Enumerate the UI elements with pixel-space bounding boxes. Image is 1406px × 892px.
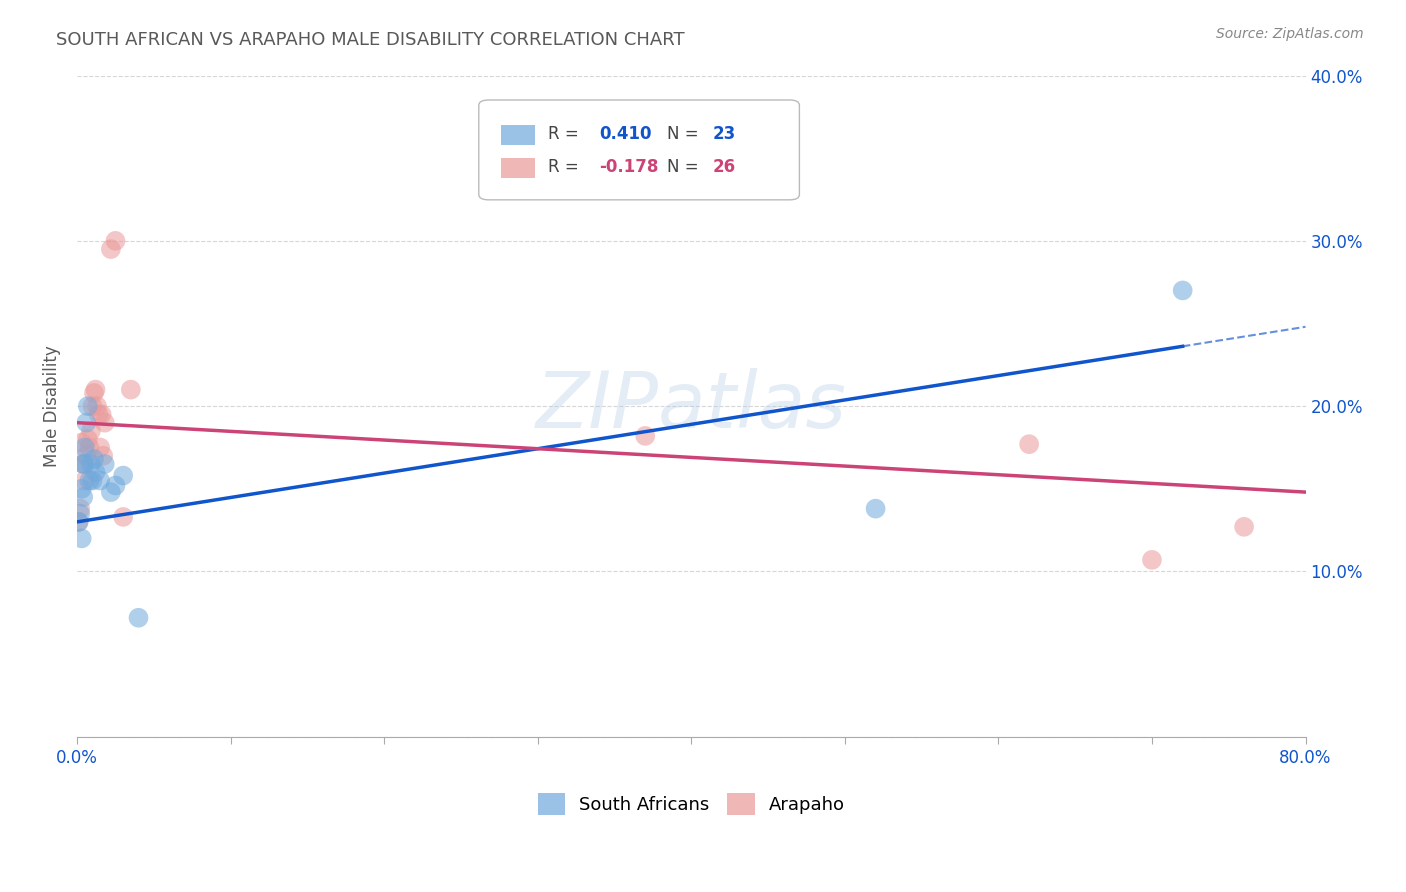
Point (72, 457, 94, 471)
Point (1140, 553, 1163, 567)
Text: 23: 23 (713, 126, 735, 144)
Point (1171, 284, 1194, 298)
Point (72, 457, 94, 471)
Text: R =: R = (547, 159, 583, 177)
Point (91, 449, 114, 463)
Point (84, 383, 107, 397)
Point (82, 399, 104, 413)
FancyBboxPatch shape (479, 100, 800, 200)
Point (83, 452, 105, 467)
Point (67, 515, 90, 529)
Point (90, 408, 112, 422)
Point (93, 416, 115, 430)
Point (104, 234, 127, 248)
Text: R =: R = (547, 126, 583, 144)
Legend: South Africans, Arapaho: South Africans, Arapaho (530, 786, 852, 822)
Point (100, 485, 122, 500)
Point (112, 509, 135, 524)
Point (76, 399, 98, 413)
Y-axis label: Male Disability: Male Disability (44, 345, 60, 467)
Text: ZIPatlas: ZIPatlas (536, 368, 846, 444)
FancyBboxPatch shape (501, 125, 536, 145)
Point (73, 441, 96, 455)
Point (70, 532, 93, 546)
Text: SOUTH AFRICAN VS ARAPAHO MALE DISABILITY CORRELATION CHART: SOUTH AFRICAN VS ARAPAHO MALE DISABILITY… (56, 31, 685, 49)
Point (84, 465, 107, 479)
Point (128, 611, 150, 625)
Point (76, 432, 98, 446)
Point (82, 474, 104, 488)
Point (634, 429, 657, 443)
Point (93, 457, 115, 471)
Point (1233, 520, 1256, 534)
Point (69, 501, 91, 516)
Text: Source: ZipAtlas.com: Source: ZipAtlas.com (1216, 27, 1364, 41)
Point (89, 441, 111, 455)
Point (75, 449, 97, 463)
Point (70, 482, 93, 496)
Text: 26: 26 (713, 159, 735, 177)
Point (104, 478, 127, 492)
Point (86, 399, 108, 413)
Point (69, 507, 91, 521)
Point (70, 435, 93, 450)
Text: 0.410: 0.410 (599, 126, 651, 144)
Point (100, 242, 122, 256)
Point (1018, 437, 1040, 451)
Point (79, 441, 101, 455)
FancyBboxPatch shape (501, 158, 536, 178)
Point (73, 457, 96, 471)
Text: N =: N = (666, 126, 699, 144)
Text: N =: N = (666, 159, 699, 177)
Point (75, 416, 97, 430)
Point (72, 490, 94, 504)
Point (120, 383, 142, 397)
Point (112, 468, 135, 483)
Point (87, 408, 110, 422)
Point (80, 424, 103, 438)
Point (83, 385, 105, 400)
Point (80, 457, 103, 471)
Point (865, 501, 887, 516)
Text: -0.178: -0.178 (599, 159, 658, 177)
Point (67, 515, 90, 529)
Point (73, 474, 96, 488)
Point (89, 474, 111, 488)
Point (79, 474, 101, 488)
